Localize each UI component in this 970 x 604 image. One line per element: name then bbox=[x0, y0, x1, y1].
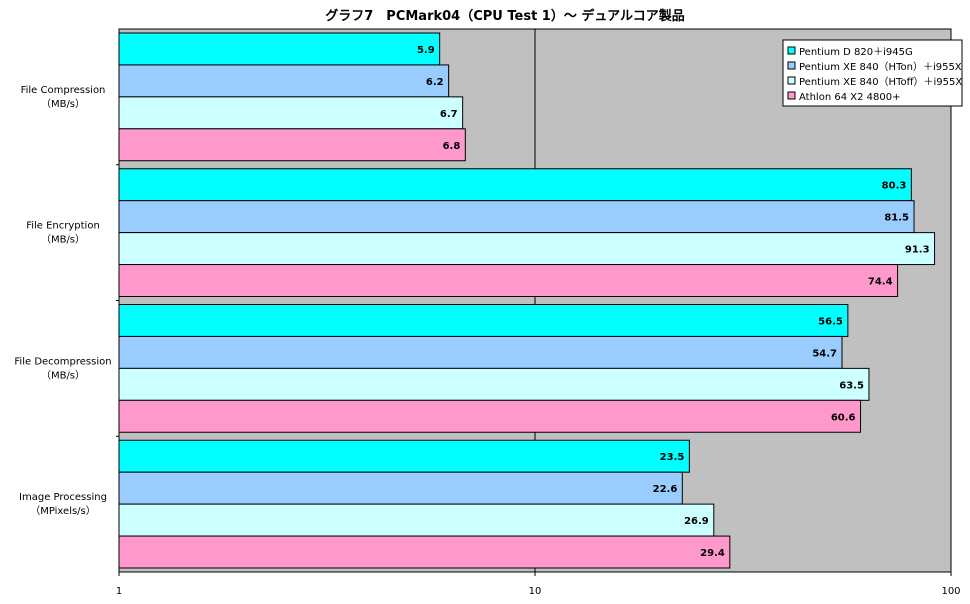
data-label: 6.2 bbox=[426, 77, 444, 88]
bar bbox=[118, 168, 912, 202]
bar bbox=[118, 128, 466, 162]
data-label: 63.5 bbox=[839, 380, 864, 391]
data-label: 23.5 bbox=[660, 452, 685, 463]
legend: Pentium D 820＋i945G Pentium XE 840（HTon）＋… bbox=[782, 39, 963, 107]
chart-title: グラフ7 PCMark04（CPU Test 1）～ デュアルコア製品 bbox=[325, 8, 684, 24]
data-label: 91.3 bbox=[905, 245, 930, 256]
category-label: （MB/s） bbox=[41, 369, 85, 381]
legend-swatch bbox=[787, 46, 796, 55]
bar bbox=[118, 367, 870, 401]
data-label: 22.6 bbox=[653, 484, 678, 495]
data-labels: 5.9 6.2 6.7 6.8 80.3 81.5 91.3 74.4 56.5 54.7 63.5… bbox=[417, 45, 930, 559]
bar bbox=[118, 471, 683, 505]
category-label: File Encryption bbox=[26, 221, 100, 232]
legend-swatch bbox=[787, 61, 796, 70]
legend-label: Pentium XE 840（HTon）＋i955X bbox=[799, 61, 962, 73]
category-label: （MPixels/s） bbox=[30, 505, 96, 517]
data-label: 26.9 bbox=[684, 516, 709, 527]
bar bbox=[118, 535, 731, 569]
x-tick-label: 10 bbox=[529, 586, 542, 597]
data-label: 6.8 bbox=[443, 141, 461, 152]
legend-label: Athlon 64 X2 4800+ bbox=[799, 92, 900, 103]
x-axis-ticks: 1 10 100 bbox=[116, 572, 961, 597]
data-label: 56.5 bbox=[818, 316, 843, 327]
legend-swatch bbox=[787, 91, 796, 100]
category-label: （MB/s） bbox=[41, 234, 85, 246]
bars bbox=[118, 32, 936, 569]
bar bbox=[118, 304, 849, 337]
legend-label: Pentium XE 840（HToff）＋i955X bbox=[799, 76, 962, 88]
data-label: 6.7 bbox=[440, 109, 458, 120]
data-label: 81.5 bbox=[884, 213, 909, 224]
bar bbox=[118, 335, 843, 369]
data-label: 29.4 bbox=[700, 548, 725, 559]
data-label: 60.6 bbox=[831, 412, 856, 423]
legend-swatch bbox=[787, 76, 796, 85]
data-label: 74.4 bbox=[868, 277, 893, 288]
category-label: File Compression bbox=[21, 85, 106, 96]
bar bbox=[118, 32, 441, 66]
bar bbox=[118, 232, 936, 266]
data-label: 54.7 bbox=[812, 348, 837, 359]
legend-label: Pentium D 820＋i945G bbox=[799, 47, 913, 58]
category-label: Image Processing bbox=[19, 492, 107, 503]
category-label: （MB/s） bbox=[41, 98, 85, 110]
bar bbox=[118, 200, 915, 234]
bar bbox=[118, 64, 450, 98]
category-labels: File Compression （MB/s） File Encryption （MB… bbox=[14, 85, 119, 517]
legend-box bbox=[782, 39, 963, 107]
bar bbox=[118, 399, 862, 433]
data-label: 5.9 bbox=[417, 45, 435, 56]
bar bbox=[118, 503, 715, 537]
x-tick-label: 100 bbox=[941, 586, 960, 597]
data-label: 80.3 bbox=[882, 181, 907, 192]
bar bbox=[118, 439, 690, 473]
category-label: File Decompression bbox=[14, 356, 111, 367]
x-tick-label: 1 bbox=[116, 586, 122, 597]
bar bbox=[118, 264, 899, 297]
bar bbox=[118, 96, 464, 130]
